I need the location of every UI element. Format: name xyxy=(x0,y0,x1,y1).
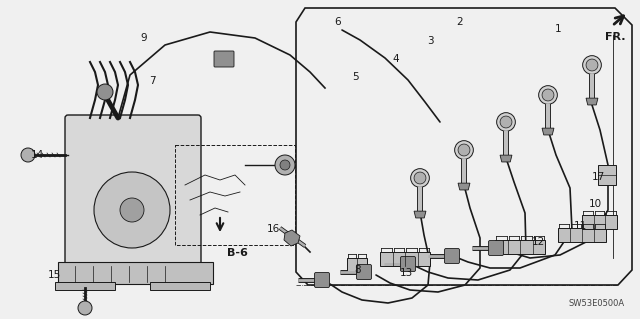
Polygon shape xyxy=(500,155,512,162)
Circle shape xyxy=(411,169,429,187)
Text: 14: 14 xyxy=(31,150,44,160)
Text: 17: 17 xyxy=(592,172,605,182)
Circle shape xyxy=(120,198,144,222)
Text: FR.: FR. xyxy=(605,32,625,42)
Bar xyxy=(582,215,617,229)
Circle shape xyxy=(586,59,598,71)
Text: 15: 15 xyxy=(48,270,61,280)
Circle shape xyxy=(458,144,470,156)
Polygon shape xyxy=(586,98,598,105)
FancyBboxPatch shape xyxy=(314,272,330,287)
Bar xyxy=(175,145,295,245)
FancyBboxPatch shape xyxy=(214,51,234,67)
Circle shape xyxy=(94,172,170,248)
Text: 8: 8 xyxy=(354,264,360,275)
Polygon shape xyxy=(414,211,426,218)
Circle shape xyxy=(414,172,426,184)
Text: B-6: B-6 xyxy=(227,248,248,258)
Text: SW53E0500A: SW53E0500A xyxy=(569,299,625,308)
Circle shape xyxy=(497,113,515,131)
Text: 5: 5 xyxy=(352,71,358,82)
Circle shape xyxy=(97,84,113,100)
Text: 4: 4 xyxy=(392,54,399,64)
Text: 1: 1 xyxy=(555,24,561,34)
Circle shape xyxy=(280,160,290,170)
Circle shape xyxy=(454,141,474,160)
Circle shape xyxy=(539,85,557,104)
Bar xyxy=(347,258,367,272)
FancyBboxPatch shape xyxy=(65,115,201,269)
Text: 13: 13 xyxy=(400,268,413,278)
Polygon shape xyxy=(284,230,300,246)
Text: 6: 6 xyxy=(335,17,341,27)
Circle shape xyxy=(21,148,35,162)
Bar xyxy=(380,252,430,266)
FancyBboxPatch shape xyxy=(58,262,213,284)
Circle shape xyxy=(542,89,554,101)
Circle shape xyxy=(500,116,512,128)
Circle shape xyxy=(275,155,295,175)
FancyBboxPatch shape xyxy=(488,241,504,256)
Text: 3: 3 xyxy=(427,36,433,47)
FancyBboxPatch shape xyxy=(445,249,460,263)
Circle shape xyxy=(582,56,602,74)
Text: 16: 16 xyxy=(268,224,280,234)
Text: 9: 9 xyxy=(140,33,147,43)
Text: 11: 11 xyxy=(574,221,587,232)
Polygon shape xyxy=(458,183,470,190)
Bar xyxy=(495,240,545,254)
FancyBboxPatch shape xyxy=(401,256,415,271)
Text: 7: 7 xyxy=(149,76,156,86)
Text: 12: 12 xyxy=(532,237,545,248)
Bar xyxy=(150,282,210,290)
Text: 10: 10 xyxy=(589,199,602,209)
Polygon shape xyxy=(542,128,554,135)
Bar xyxy=(55,282,115,290)
Circle shape xyxy=(78,301,92,315)
Text: 2: 2 xyxy=(456,17,463,27)
Bar xyxy=(598,165,616,185)
Bar xyxy=(558,228,606,242)
FancyBboxPatch shape xyxy=(356,264,371,279)
